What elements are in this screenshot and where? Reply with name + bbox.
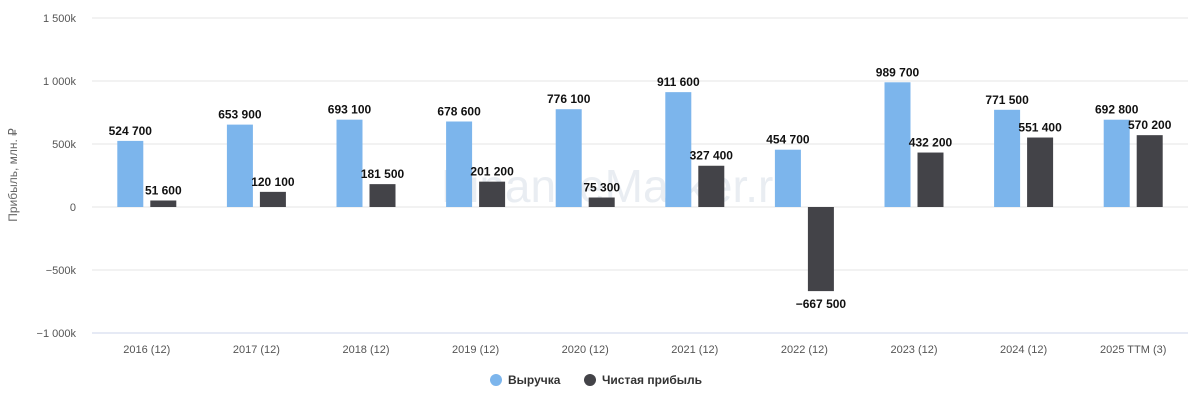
- x-tick-label: 2017 (12): [233, 344, 280, 356]
- bar-revenue[interactable]: [117, 140, 144, 207]
- y-tick-label: 1 000k: [43, 76, 77, 88]
- data-label: 989 700: [876, 65, 920, 79]
- data-label: −667 500: [796, 297, 847, 311]
- legend-label: Чистая прибыль: [602, 373, 702, 387]
- data-label: 692 800: [1095, 103, 1139, 117]
- bar-net-profit[interactable]: [369, 184, 396, 207]
- y-tick-label: 1 500k: [43, 13, 77, 25]
- bar-net-profit[interactable]: [917, 152, 944, 207]
- data-label: 51 600: [145, 183, 182, 197]
- data-label: 454 700: [766, 133, 810, 147]
- bar-net-profit[interactable]: [150, 200, 177, 207]
- y-tick-label: 0: [70, 202, 76, 214]
- bar-net-profit[interactable]: [259, 191, 286, 207]
- x-tick-label: 2022 (12): [781, 344, 828, 356]
- data-label: 570 200: [1128, 118, 1172, 132]
- y-tick-label: −1 000k: [37, 328, 77, 340]
- legend-marker-icon: [584, 374, 596, 386]
- x-tick-label: 2024 (12): [1000, 344, 1047, 356]
- x-tick-label: 2020 (12): [562, 344, 609, 356]
- data-label: 181 500: [361, 167, 405, 181]
- bar-revenue[interactable]: [446, 121, 473, 207]
- data-label: 120 100: [251, 175, 295, 189]
- x-tick-label: 2016 (12): [123, 344, 170, 356]
- y-axis-title: Прибыль, млн. ₽: [6, 128, 20, 222]
- data-label: 327 400: [690, 149, 734, 163]
- x-tick-label: 2018 (12): [342, 344, 389, 356]
- data-label: 75 300: [583, 181, 620, 195]
- bar-net-profit[interactable]: [1136, 135, 1163, 207]
- data-label: 776 100: [547, 92, 591, 106]
- x-tick-label: 2025 TTM (3): [1100, 344, 1166, 356]
- data-label: 678 600: [437, 104, 481, 118]
- data-label: 432 200: [909, 136, 953, 150]
- data-label: 771 500: [985, 93, 1029, 107]
- legend-item-revenue[interactable]: Выручка: [490, 373, 561, 387]
- x-tick-label: 2023 (12): [890, 344, 937, 356]
- bar-revenue[interactable]: [1103, 119, 1130, 207]
- bar-revenue[interactable]: [665, 92, 692, 207]
- data-label: 693 100: [328, 103, 372, 117]
- bar-revenue[interactable]: [226, 124, 253, 207]
- x-tick-label: 2019 (12): [452, 344, 499, 356]
- data-label: 201 200: [470, 165, 514, 179]
- bar-net-profit[interactable]: [588, 197, 615, 207]
- x-tick-label: 2021 (12): [671, 344, 718, 356]
- bar-net-profit[interactable]: [807, 207, 834, 292]
- data-label: 653 900: [218, 108, 262, 122]
- bar-revenue[interactable]: [994, 109, 1021, 207]
- y-tick-label: −500k: [46, 265, 77, 277]
- bar-net-profit[interactable]: [479, 181, 506, 207]
- bar-net-profit[interactable]: [698, 165, 725, 207]
- data-label: 911 600: [657, 75, 700, 89]
- legend-item-net-profit[interactable]: Чистая прибыль: [584, 373, 702, 387]
- bar-net-profit[interactable]: [1027, 137, 1054, 207]
- legend-label: Выручка: [508, 373, 561, 387]
- data-label: 551 400: [1018, 121, 1062, 135]
- legend-marker-icon: [490, 374, 502, 386]
- bar-revenue[interactable]: [336, 119, 363, 207]
- bar-revenue[interactable]: [555, 109, 582, 207]
- bar-revenue[interactable]: [884, 82, 911, 207]
- data-label: 524 700: [109, 124, 153, 138]
- bar-revenue[interactable]: [774, 149, 801, 207]
- y-tick-label: 500k: [52, 139, 76, 151]
